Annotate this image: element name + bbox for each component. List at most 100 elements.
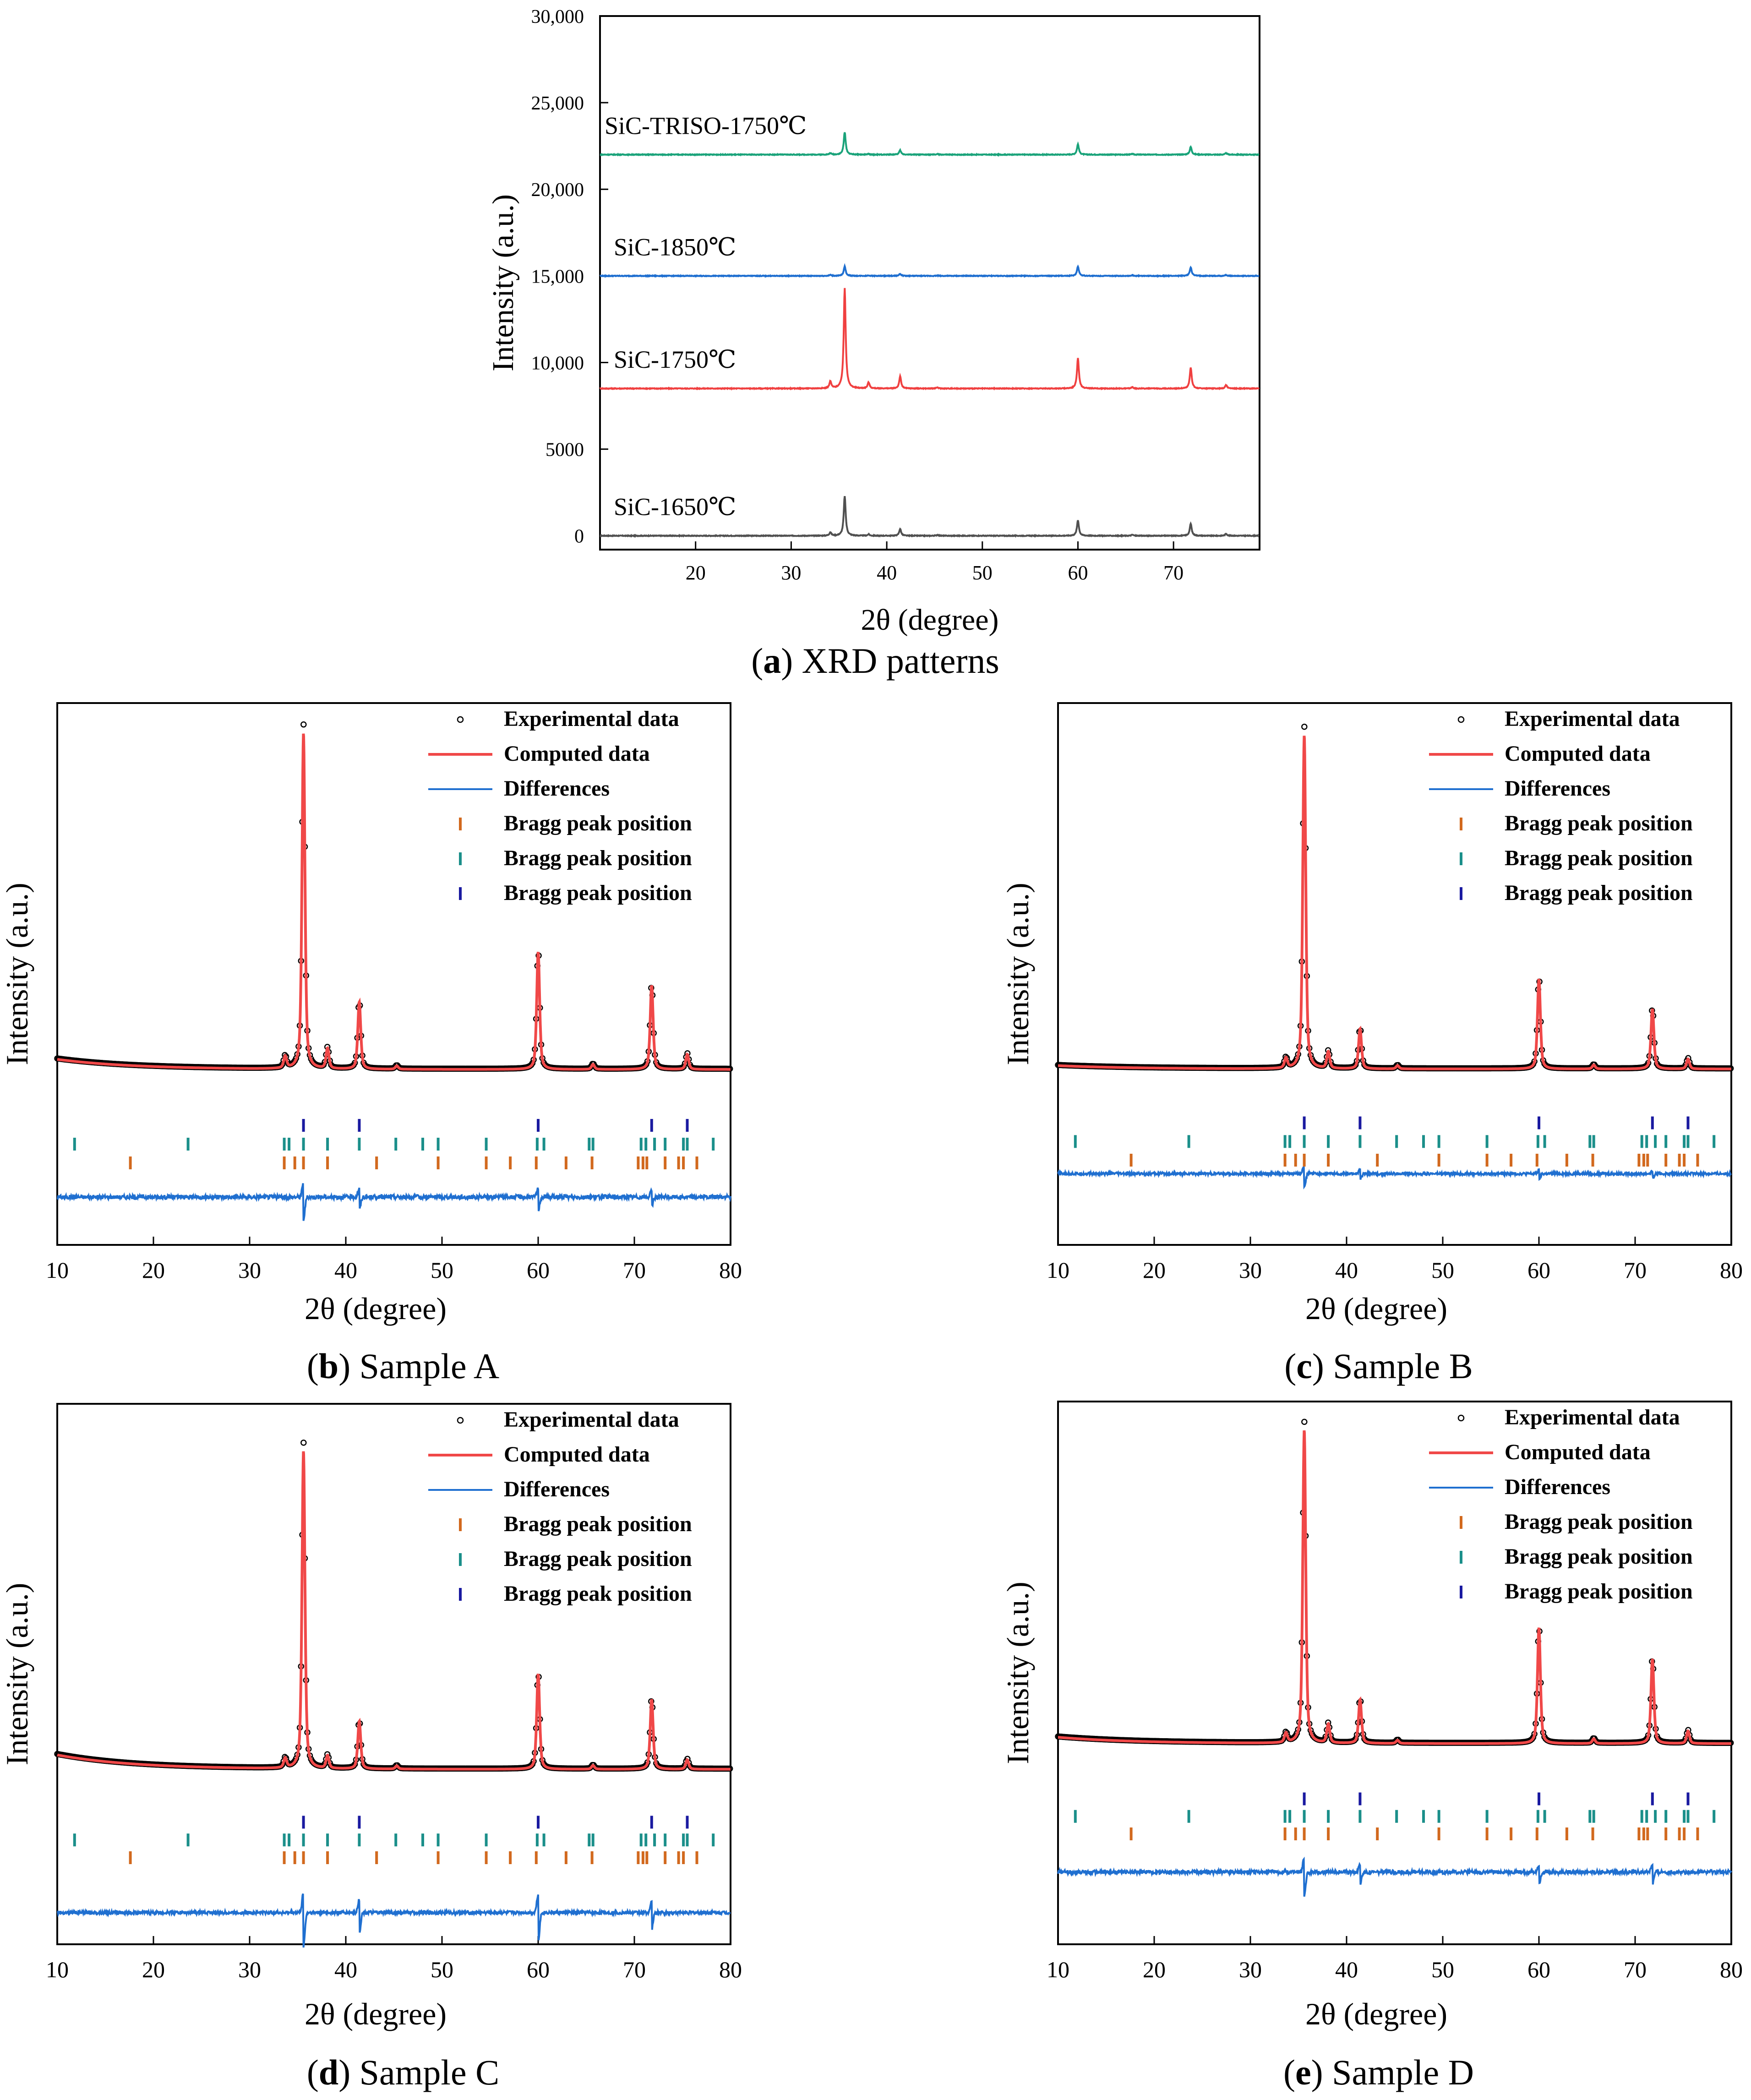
legend-experimental-marker [1457,1414,1465,1422]
experimental-point [1301,1418,1308,1425]
experimental-point [1301,723,1308,730]
experimental-point [300,721,307,728]
legend-experimental-marker [457,1417,464,1424]
y-tick-label: 5000 [545,440,584,461]
x-tick-label: 20 [1143,1957,1166,1982]
x-tick-label: 20 [686,562,706,584]
x-tick-label: 30 [1239,1257,1262,1283]
x-tick-label: 10 [46,1257,69,1283]
x-tick-label: 60 [1068,562,1088,584]
plot-frame [1057,1401,1732,1945]
computed-data-line [57,1451,731,1771]
x-tick-label: 10 [46,1957,69,1982]
legend: Experimental data Computed data Difference… [1429,707,1693,905]
x-tick-label: 60 [1527,1257,1550,1283]
x-tick-label: 50 [1431,1957,1454,1982]
experimental-point [1278,1063,1285,1069]
series-line-1 [599,288,1260,391]
legend-label-experimental: Experimental data [504,1407,679,1432]
caption-b: (b) Sample A [306,1346,500,1386]
x-tick-label: 10 [1047,1957,1069,1982]
x-tick-label: 60 [527,1957,550,1982]
legend-experimental-marker [457,716,464,723]
differences-line [56,1183,731,1221]
experimental-point [300,1440,307,1446]
legend-label-computed: Computed data [504,1442,650,1467]
y-axis-label: Intensity (a.u.) [1000,1582,1035,1764]
legend-label-bragg2: Bragg peak position [504,1547,692,1571]
x-tick-label: 50 [431,1957,453,1982]
x-tick-label: 50 [431,1257,453,1283]
legend-label-bragg2: Bragg peak position [1505,846,1693,870]
legend: Experimental data Computed data Difference… [428,707,692,905]
differences-line [57,1893,731,1948]
legend-label-differences: Differences [1505,1475,1610,1499]
x-tick-label: 70 [623,1257,646,1283]
legend-label-experimental: Experimental data [1505,1405,1680,1429]
computed-data-line [1058,1430,1731,1745]
x-tick-label: 80 [719,1257,742,1283]
legend-experimental-marker [1457,716,1465,723]
series-line-3 [600,132,1260,157]
legend-label-bragg1: Bragg peak position [504,1512,692,1536]
experimental-point [1642,1737,1649,1743]
legend-label-bragg1: Bragg peak position [504,811,692,835]
plot-frame [56,702,731,1246]
x-tick-label: 20 [142,1957,165,1982]
x-axis-label: 2θ (degree) [305,1291,447,1326]
y-axis-label: Intensity (a.u.) [486,194,520,371]
refinement-panel-d: 10 20 30 40 50 60 70 80 2θ (degree) Intensity (a.… [0,1403,742,2031]
legend-label-bragg3: Bragg peak position [1505,881,1693,905]
legend-label-computed: Computed data [1505,742,1651,766]
plot-frame [56,1403,731,1945]
computed-data-line [57,733,731,1071]
legend-label-bragg2: Bragg peak position [1505,1544,1693,1569]
x-tick-label: 20 [1143,1257,1166,1283]
legend: Experimental data Computed data Difference… [1429,1405,1693,1604]
x-axis-label: 2θ (degree) [861,603,999,637]
x-tick-label: 40 [1335,1957,1358,1982]
plot-frame [1057,702,1732,1246]
caption-c: (c) Sample B [1284,1346,1473,1386]
legend-label-bragg3: Bragg peak position [504,881,692,905]
y-axis-label: Intensity (a.u.) [0,1583,34,1765]
x-tick-label: 10 [1047,1257,1069,1283]
legend-label-bragg1: Bragg peak position [1505,1510,1693,1534]
series-line-2 [599,263,1260,278]
legend-label-bragg1: Bragg peak position [1505,811,1693,835]
x-axis-label: 2θ (degree) [1305,1291,1447,1326]
x-tick-label: 70 [623,1957,646,1982]
x-tick-label: 60 [1527,1957,1550,1982]
series-line-0 [600,496,1260,538]
differences-line [1057,1856,1732,1897]
x-tick-label: 30 [1239,1957,1262,1982]
x-axis-label: 2θ (degree) [305,1996,447,2031]
legend-label-differences: Differences [504,776,610,801]
refinement-panel-b: 10 20 30 40 50 60 70 80 2θ (degree) Intensity (a.… [0,702,742,1326]
experimental-point [1278,1737,1285,1744]
x-tick-label: 40 [334,1257,357,1283]
computed-data-line [1058,736,1731,1070]
legend-label-computed: Computed data [1505,1440,1651,1464]
caption-e: (e) Sample D [1283,2052,1474,2092]
series-label-1: SiC-1750℃ [614,346,736,373]
differences-line [1057,1166,1732,1190]
x-tick-label: 50 [972,562,993,584]
y-tick-label: 30,000 [531,6,584,27]
experimental-point [1351,1063,1358,1069]
x-tick-label: 30 [238,1957,261,1982]
refinement-panel-c: 10 20 30 40 50 60 70 80 2θ (degree) Intensity (a.… [1000,702,1743,1326]
y-axis-label: Intensity (a.u.) [0,883,34,1065]
x-tick-label: 60 [527,1257,550,1283]
y-tick-label: 10,000 [531,353,584,374]
caption-a: (a) XRD patterns [751,641,999,681]
x-tick-label: 70 [1163,562,1184,584]
caption-d: (d) Sample C [306,2052,500,2092]
series-label-2: SiC-1850℃ [614,233,736,261]
y-tick-label: 20,000 [531,180,584,201]
xrd-patterns-chart: 20 30 40 50 60 70 0 5000 10,000 15,000 20,000 25,00… [486,6,1260,637]
x-tick-label: 70 [1624,1257,1647,1283]
x-axis-label: 2θ (degree) [1305,1996,1447,2031]
x-tick-label: 30 [238,1257,261,1283]
